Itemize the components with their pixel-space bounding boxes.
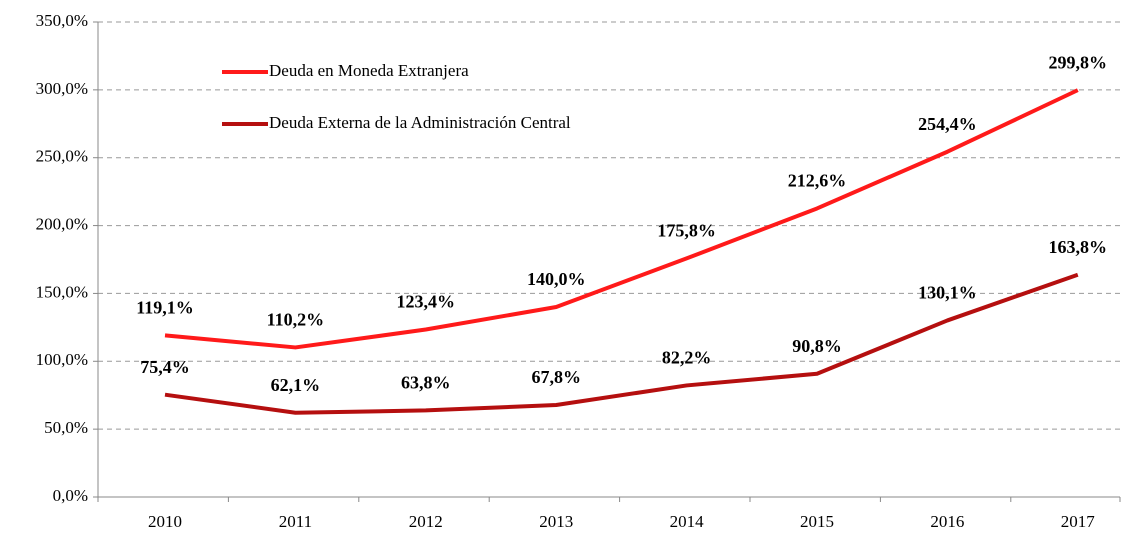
x-tick-label: 2011 — [279, 512, 312, 531]
x-tick-label: 2010 — [148, 512, 182, 531]
y-tick-label: 200,0% — [36, 214, 88, 233]
data-label: 90,8% — [792, 336, 842, 356]
x-tick-label: 2016 — [930, 512, 964, 531]
data-label: 299,8% — [1049, 52, 1108, 72]
x-tick-label: 2017 — [1061, 512, 1096, 531]
data-label: 130,1% — [918, 283, 977, 303]
data-label: 212,6% — [788, 171, 847, 191]
data-label: 63,8% — [401, 373, 451, 393]
y-tick-label: 50,0% — [44, 418, 88, 437]
legend-label: Deuda Externa de la Administración Centr… — [269, 113, 571, 132]
data-label: 254,4% — [918, 114, 977, 134]
x-tick-label: 2014 — [670, 512, 705, 531]
x-tick-label: 2012 — [409, 512, 443, 531]
data-label: 110,2% — [267, 310, 325, 330]
y-tick-label: 300,0% — [36, 79, 88, 98]
data-label: 175,8% — [657, 221, 716, 241]
y-tick-label: 150,0% — [36, 282, 88, 301]
data-label: 67,8% — [531, 367, 581, 387]
data-label: 163,8% — [1049, 237, 1108, 257]
y-tick-label: 350,0% — [36, 11, 88, 30]
data-label: 82,2% — [662, 348, 712, 368]
x-tick-label: 2013 — [539, 512, 573, 531]
series-line — [164, 272, 1079, 415]
data-label: 123,4% — [397, 292, 456, 312]
legend-label: Deuda en Moneda Extranjera — [269, 61, 469, 80]
data-label: 140,0% — [527, 269, 586, 289]
data-label: 75,4% — [140, 357, 190, 377]
y-tick-label: 0,0% — [53, 486, 88, 505]
data-label: 119,1% — [136, 297, 194, 317]
x-tick-label: 2015 — [800, 512, 834, 531]
series-line — [164, 88, 1079, 350]
y-tick-label: 250,0% — [36, 147, 88, 166]
data-label: 62,1% — [271, 375, 321, 395]
y-tick-label: 100,0% — [36, 350, 88, 369]
